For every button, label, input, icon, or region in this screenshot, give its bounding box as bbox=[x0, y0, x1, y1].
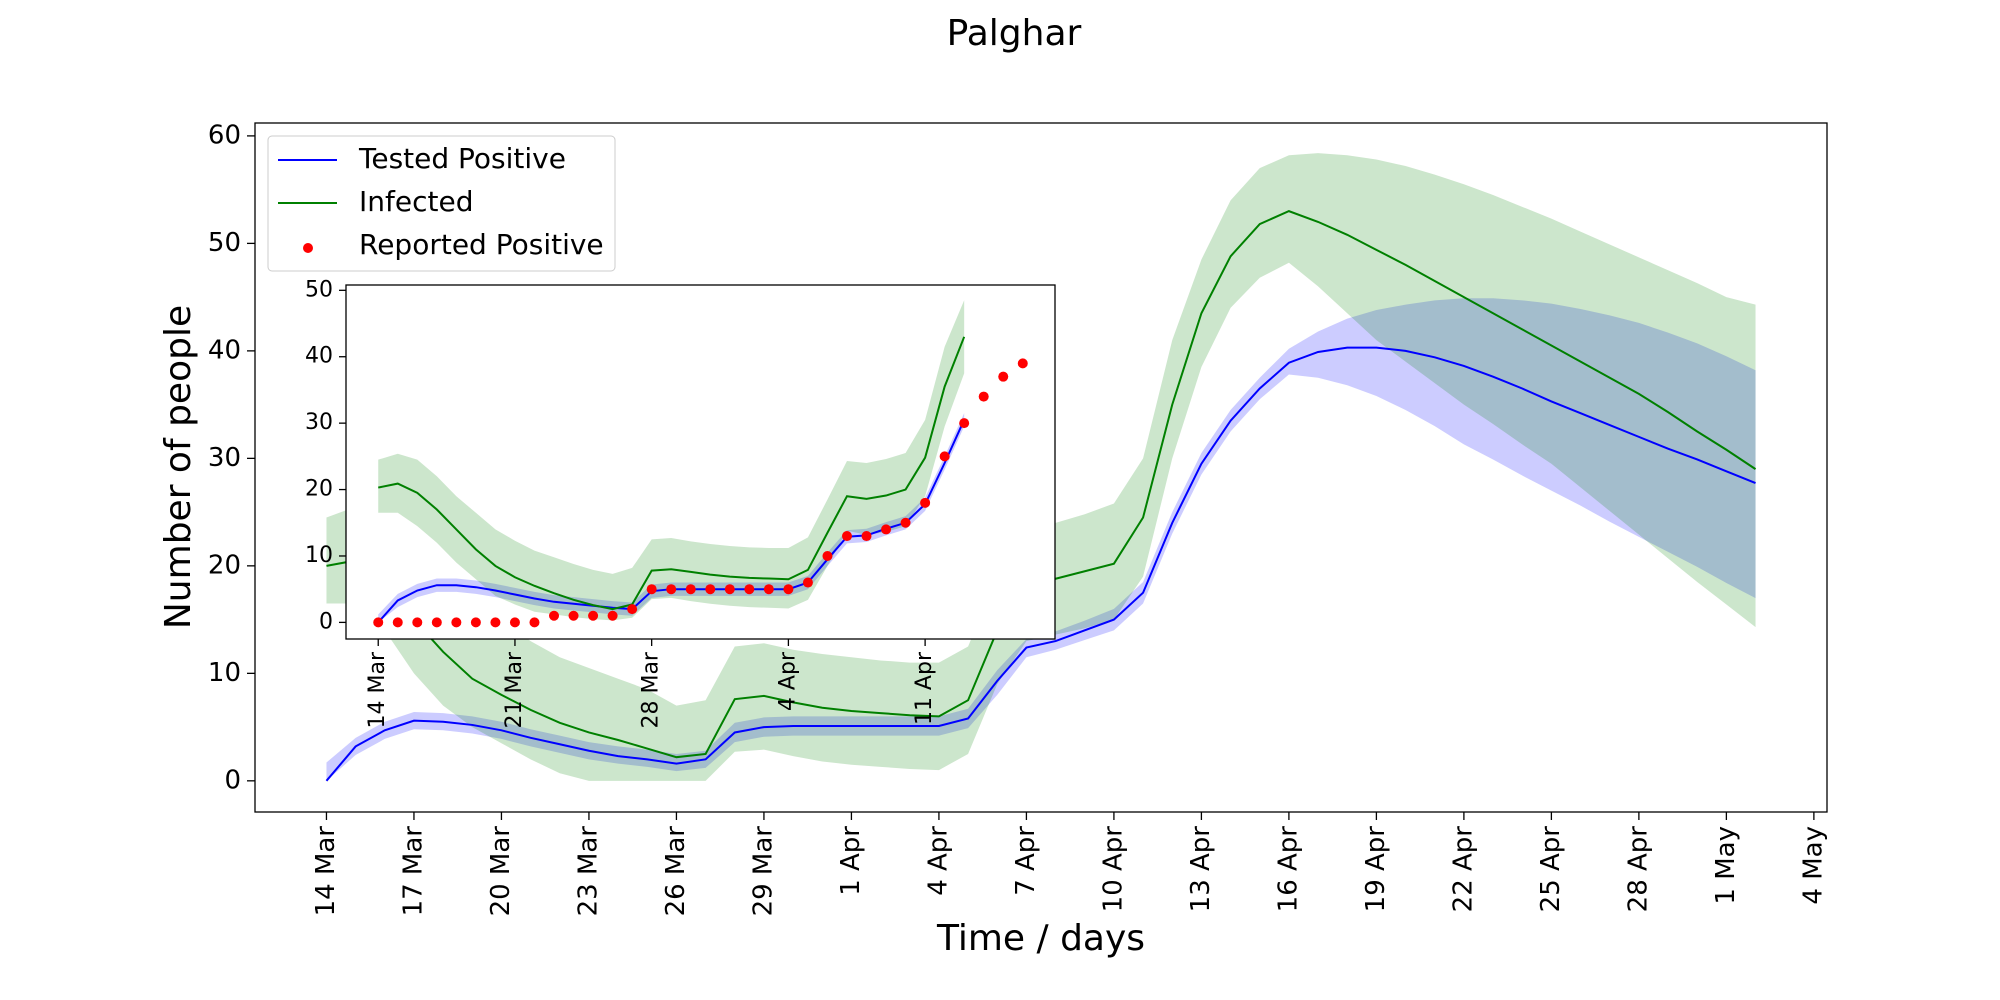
data-point bbox=[763, 584, 774, 595]
y-tick-label: 60 bbox=[208, 120, 241, 150]
data-point bbox=[978, 391, 989, 402]
data-point bbox=[451, 617, 462, 628]
data-point bbox=[509, 617, 520, 628]
y-tick-label: 50 bbox=[305, 277, 333, 302]
x-tick-label: 29 Mar bbox=[748, 826, 778, 917]
y-tick-label: 40 bbox=[305, 344, 333, 369]
data-point bbox=[783, 584, 794, 595]
x-tick-label: 23 Mar bbox=[573, 826, 603, 917]
legend-label: Reported Positive bbox=[359, 228, 604, 261]
series-layer bbox=[373, 300, 1028, 628]
y-tick-label: 50 bbox=[208, 228, 241, 258]
data-point bbox=[959, 418, 970, 429]
x-tick-label: 10 Apr bbox=[1098, 826, 1128, 913]
data-point bbox=[470, 617, 481, 628]
x-tick-label: 16 Apr bbox=[1273, 826, 1303, 913]
data-point bbox=[392, 617, 403, 628]
x-tick-label: 25 Apr bbox=[1536, 826, 1566, 913]
series-line bbox=[325, 346, 1756, 782]
y-tick-label: 20 bbox=[208, 550, 241, 580]
x-tick-label: 11 Apr bbox=[912, 651, 937, 725]
data-point bbox=[490, 617, 501, 628]
confidence-band bbox=[326, 153, 1756, 781]
y-tick-label: 10 bbox=[305, 543, 333, 568]
y-tick-label: 0 bbox=[319, 609, 333, 634]
x-tick-label: 4 Apr bbox=[775, 651, 800, 711]
x-tick-label: 1 May bbox=[1711, 826, 1741, 905]
data-point bbox=[861, 531, 872, 542]
x-axis-label: Time / days bbox=[936, 918, 1145, 959]
y-tick-label: 30 bbox=[305, 410, 333, 435]
data-point bbox=[900, 517, 911, 528]
data-point bbox=[705, 584, 716, 595]
data-point bbox=[588, 610, 599, 621]
data-point bbox=[939, 451, 950, 462]
data-point bbox=[431, 617, 442, 628]
data-point bbox=[549, 610, 560, 621]
x-tick-label: 21 Mar bbox=[502, 651, 527, 728]
data-point bbox=[1017, 358, 1028, 369]
series-line bbox=[378, 336, 966, 611]
x-tick-label: 14 Mar bbox=[311, 826, 341, 917]
axes-frame bbox=[345, 284, 1056, 640]
legend-box bbox=[267, 135, 616, 272]
y-tick-label: 10 bbox=[208, 658, 241, 688]
confidence-band bbox=[326, 298, 1756, 781]
axes-frame bbox=[254, 122, 1828, 813]
legend: Tested Positive Infected Reported Positive bbox=[267, 135, 616, 272]
data-point bbox=[881, 524, 892, 535]
legend-marker bbox=[303, 243, 313, 253]
y-tick-label: 40 bbox=[208, 335, 241, 365]
data-point bbox=[646, 584, 657, 595]
data-point bbox=[412, 617, 423, 628]
data-point bbox=[998, 371, 1009, 382]
data-point bbox=[822, 550, 833, 561]
x-tick-label: 1 Apr bbox=[836, 826, 866, 896]
chart-title: Palghar bbox=[947, 13, 1082, 54]
x-tick-label: 7 Apr bbox=[1011, 826, 1041, 896]
data-point bbox=[666, 584, 677, 595]
x-tick-label: 19 Apr bbox=[1361, 826, 1391, 913]
y-tick-label: 30 bbox=[208, 443, 241, 473]
x-tick-label: 26 Mar bbox=[661, 826, 691, 917]
data-point bbox=[627, 604, 638, 615]
y-tick-label: 0 bbox=[224, 765, 241, 795]
x-tick-label: 13 Apr bbox=[1186, 826, 1216, 913]
data-point bbox=[724, 584, 735, 595]
plot-area: 0 10 20 30 40 50 14 Mar 21 Mar 28 Mar 4 Apr 11 Apr bbox=[305, 277, 1056, 729]
data-point bbox=[841, 531, 852, 542]
confidence-band bbox=[378, 300, 965, 621]
data-point bbox=[373, 617, 384, 628]
x-tick-label: 17 Mar bbox=[398, 826, 428, 917]
legend-label: Infected bbox=[359, 185, 473, 218]
x-tick-label: 22 Apr bbox=[1448, 826, 1478, 913]
legend-label: Tested Positive bbox=[358, 142, 566, 175]
x-tick-label: 14 Mar bbox=[365, 651, 390, 728]
data-point bbox=[802, 577, 813, 588]
data-point bbox=[607, 610, 618, 621]
y-tick-label: 20 bbox=[305, 477, 333, 502]
plot-background bbox=[346, 285, 1055, 639]
y-axis-label: Number of people bbox=[158, 305, 199, 629]
data-point bbox=[920, 497, 931, 508]
x-tick-label: 20 Mar bbox=[486, 826, 516, 917]
x-tick-label: 4 Apr bbox=[923, 826, 953, 896]
x-tick-label: 28 Mar bbox=[639, 651, 664, 728]
data-point bbox=[685, 584, 696, 595]
x-tick-label: 4 May bbox=[1798, 826, 1828, 905]
x-tick-label: 28 Apr bbox=[1623, 826, 1653, 913]
data-point bbox=[744, 584, 755, 595]
data-point bbox=[568, 610, 579, 621]
data-point bbox=[529, 617, 540, 628]
